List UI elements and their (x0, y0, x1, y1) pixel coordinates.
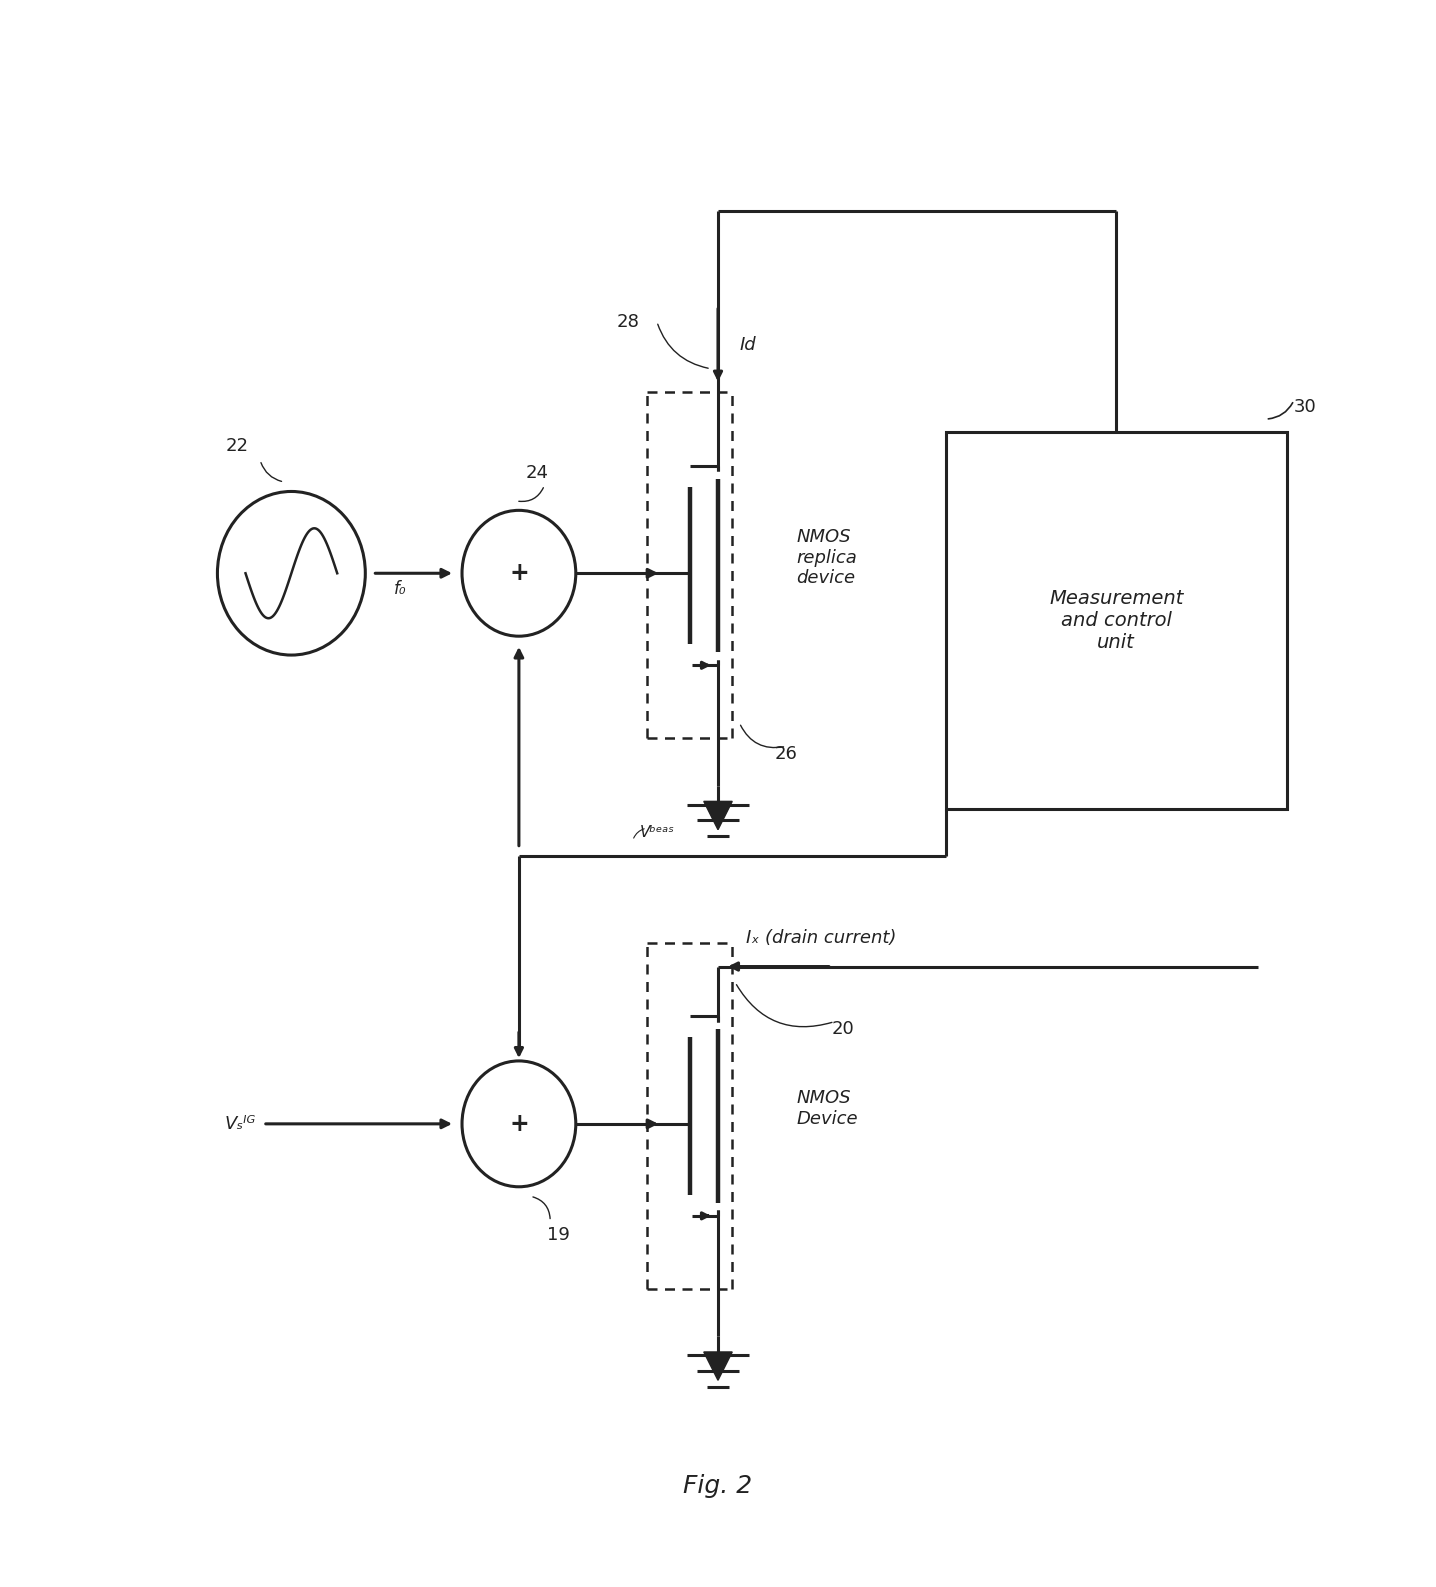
Text: 20: 20 (831, 1020, 854, 1038)
Text: NMOS
replica
device: NMOS replica device (796, 528, 857, 587)
Text: +: + (508, 562, 528, 586)
Polygon shape (704, 1352, 732, 1381)
Text: 19: 19 (547, 1227, 570, 1244)
Text: NMOS
Device: NMOS Device (796, 1089, 857, 1127)
Text: +: + (508, 1112, 528, 1136)
Text: Iₓ (drain current): Iₓ (drain current) (747, 930, 898, 947)
Polygon shape (704, 801, 732, 830)
Text: 26: 26 (775, 746, 798, 763)
Text: Vₛᴵᴳ: Vₛᴵᴳ (224, 1114, 256, 1133)
Text: Id: Id (740, 336, 755, 354)
Text: 30: 30 (1294, 398, 1317, 416)
Text: 24: 24 (526, 463, 549, 482)
Text: 22: 22 (225, 438, 248, 455)
Text: Vᵇᵉᵃˢ: Vᵇᵉᵃˢ (640, 825, 675, 841)
Text: f₀: f₀ (393, 579, 406, 598)
Text: Measurement
and control
unit: Measurement and control unit (1050, 589, 1183, 652)
Text: 28: 28 (617, 313, 640, 330)
Bar (945, 432, 1287, 809)
Text: Fig. 2: Fig. 2 (684, 1474, 752, 1498)
